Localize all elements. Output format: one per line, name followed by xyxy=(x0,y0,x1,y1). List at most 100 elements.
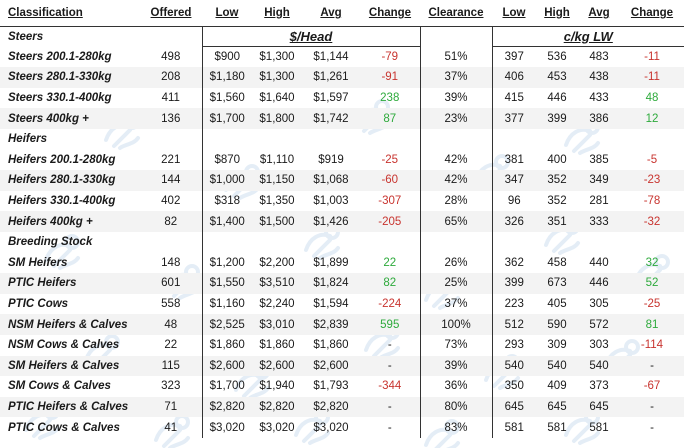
cell-high: $1,860 xyxy=(259,339,295,352)
cell-avg: $1,003 xyxy=(313,195,349,208)
cell-avg-c: 581 xyxy=(589,421,609,434)
cell-avg: $2,820 xyxy=(313,400,349,413)
section-spacer xyxy=(201,231,252,253)
cell-avg-c: 645 xyxy=(589,400,609,413)
section-spacer xyxy=(360,231,421,253)
cell-offered: 22 xyxy=(164,339,178,352)
cell-avg-c: 281 xyxy=(589,195,609,208)
cell-high-c: 645 xyxy=(547,400,567,413)
cell-change: - xyxy=(360,355,421,377)
cell-avg-c: 572 xyxy=(589,318,609,331)
row-classification: NSM Cows & Calves xyxy=(8,339,120,352)
cell-low: $1,000 xyxy=(201,170,252,191)
section-spacer xyxy=(578,129,620,150)
table-row: Steers 200.1-280kg 498 $900 $1,300 $1,144 -79… xyxy=(0,46,684,68)
cell-clearance: 100% xyxy=(441,318,471,331)
row-classification: Steers 200.1-280kg xyxy=(8,50,112,63)
cell-high-c: 581 xyxy=(547,421,567,434)
cell-change: - xyxy=(360,396,421,418)
cell-high: $2,820 xyxy=(259,400,295,413)
cell-change: -79 xyxy=(360,46,421,68)
cell-change: 82 xyxy=(360,273,421,294)
section-row: Breeding Stock xyxy=(0,231,684,253)
cell-low: $2,525 xyxy=(201,314,252,335)
cell-change-c: -25 xyxy=(643,298,661,311)
saleyard-report-table: Classification Offered Low High Avg Chan… xyxy=(0,0,684,438)
cell-high: $1,300 xyxy=(259,51,295,64)
section-spacer xyxy=(578,232,620,253)
cell-change: -25 xyxy=(360,149,421,171)
cell-avg-c: 433 xyxy=(589,92,609,105)
cell-change-c: 52 xyxy=(645,277,659,290)
cell-low: $1,160 xyxy=(201,293,252,315)
cell-low-c: 381 xyxy=(491,149,536,171)
header-low-ckg: Low xyxy=(492,0,536,27)
section-spacer xyxy=(491,128,536,150)
header-avg: Avg xyxy=(302,0,360,27)
table-row: Steers 400kg + 136 $1,700 $1,800 $1,742 87 23%… xyxy=(0,108,684,129)
section-spacer xyxy=(536,232,578,253)
cell-change-c: -11 xyxy=(644,71,660,84)
cell-avg: $1,594 xyxy=(313,298,349,311)
cell-change-c: -32 xyxy=(643,215,661,228)
section-spacer xyxy=(201,128,252,150)
cell-high: $1,940 xyxy=(259,380,295,393)
cell-clearance: 83% xyxy=(444,421,468,434)
cell-high: $1,110 xyxy=(259,153,295,166)
cell-low: $2,600 xyxy=(201,355,252,377)
table-row: Heifers 200.1-280kg 221 $870 $1,110 $919 -25 4… xyxy=(0,149,684,171)
table-row: Heifers 330.1-400kg 402 $318 $1,350 $1,003 -3… xyxy=(0,190,684,212)
cell-low: $1,550 xyxy=(201,273,252,294)
cell-avg-c: 386 xyxy=(589,112,609,125)
cell-offered: 411 xyxy=(161,92,180,105)
cell-low-c: 350 xyxy=(491,376,536,397)
cell-change: -205 xyxy=(360,211,421,232)
cell-change: -344 xyxy=(360,376,421,397)
row-classification: Heifers 280.1-330kg xyxy=(8,174,116,187)
row-classification: NSM Heifers & Calves xyxy=(8,318,128,331)
section-spacer xyxy=(420,232,492,253)
section-title: Breeding Stock xyxy=(8,236,93,249)
cell-high: $1,150 xyxy=(259,174,295,187)
cell-low: $318 xyxy=(201,190,252,212)
cell-high: $1,500 xyxy=(259,215,295,228)
cell-clearance: 80% xyxy=(444,400,468,413)
table-row: Heifers 280.1-330kg 144 $1,000 $1,150 $1,068… xyxy=(0,170,684,191)
row-classification: PTIC Cows xyxy=(8,298,69,311)
cell-avg-c: 540 xyxy=(589,359,609,372)
unit-per-kg: c/kg LW xyxy=(491,26,684,48)
section-spacer xyxy=(302,232,360,253)
cell-offered: 144 xyxy=(161,174,181,187)
section-title: Steers xyxy=(8,30,44,43)
section-spacer xyxy=(491,231,536,253)
row-classification: Steers 280.1-330kg xyxy=(8,71,112,84)
cell-avg-c: 303 xyxy=(589,339,609,352)
cell-high: $1,350 xyxy=(259,195,295,208)
cell-offered: 208 xyxy=(161,71,181,84)
header-high-ckg: High xyxy=(536,0,578,27)
cell-low: $3,020 xyxy=(201,417,252,438)
cell-change: 87 xyxy=(360,108,421,129)
cell-avg-c: 385 xyxy=(589,153,609,166)
cell-avg-c: 440 xyxy=(589,256,609,269)
cell-low: $870 xyxy=(201,149,252,171)
cell-low-c: 293 xyxy=(491,334,536,356)
cell-low-c: 645 xyxy=(491,396,536,418)
section-spacer xyxy=(302,129,360,150)
cell-low: $1,860 xyxy=(201,334,252,356)
cell-avg: $1,144 xyxy=(313,51,349,64)
table-row: PTIC Cows & Calves 41 $3,020 $3,020 $3,020-8… xyxy=(0,417,684,438)
cell-change: -91 xyxy=(360,67,421,88)
cell-low-c: 96 xyxy=(491,190,536,212)
header-offered: Offered xyxy=(140,0,202,27)
cell-change-c: -67 xyxy=(643,380,661,393)
cell-high-c: 536 xyxy=(547,51,567,64)
row-classification: SM Heifers xyxy=(8,256,68,269)
cell-clearance: 28% xyxy=(444,195,468,208)
cell-offered: 148 xyxy=(161,256,181,269)
cell-high: $3,020 xyxy=(259,421,295,434)
cell-clearance: 26% xyxy=(444,256,468,269)
cell-low-c: 377 xyxy=(491,108,536,129)
header-low: Low xyxy=(202,0,252,27)
cell-change-c: 32 xyxy=(645,256,659,269)
